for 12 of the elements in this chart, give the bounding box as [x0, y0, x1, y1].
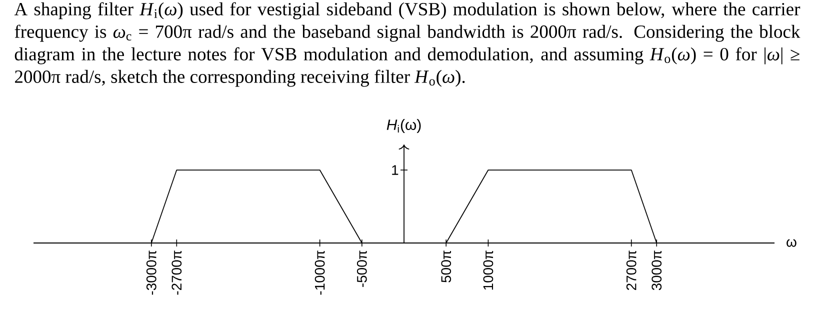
x-tick-label: 1000π — [483, 250, 494, 290]
x-axis-title: ω — [786, 239, 796, 247]
x-tick-label: -1000π — [314, 250, 325, 295]
chart-title: A shaping filter H$_{i}$(ω) used for vestigial sideband (VSB) modulation is shown below, where the carrier frequency is ω$_{c}$ = 700π rad/s and the baseband signal bandwidth is 2000π rad/s. Considering the block diagram in the lecture notes for VSB modulation and demodulation, and assuming H$_{o}$(ω) = 0 for |ω| ≥ 2000π rad/s, sketch the corresponding receiving filter H$_{o}$(ω). — [14, 2, 800, 87]
x-tick-label: 3000π — [652, 250, 662, 290]
y-axis-title: H$_{i}$(ω) — [386, 119, 421, 133]
x-tick-label: -500π — [356, 250, 367, 287]
x-tick-label: 500π — [441, 250, 452, 282]
annotation: 1 — [392, 165, 398, 175]
x-tick-label: -3000π — [146, 250, 156, 295]
x-tick-label: -2700π — [172, 250, 182, 295]
x-tick-label: 2700π — [626, 250, 636, 290]
